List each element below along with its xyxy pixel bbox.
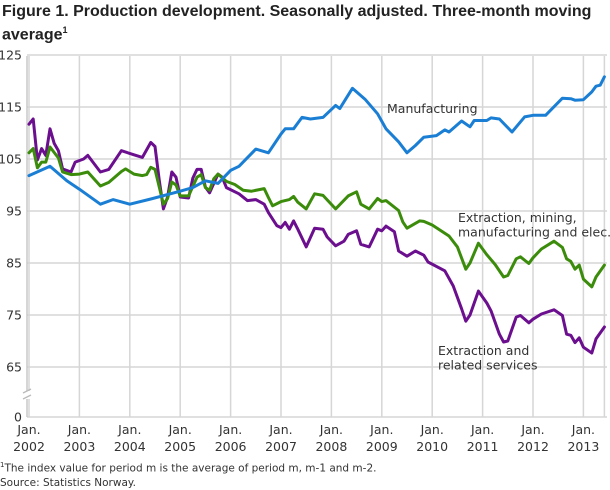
y-tick-label: 75 [6,308,22,323]
x-tick-label-year: 2011 [467,439,499,454]
x-tick-label-month: Jan. [520,422,544,437]
x-tick-label-month: Jan. [268,422,292,437]
series-lines [27,75,606,355]
series-line-0 [27,75,606,206]
x-tick-label-month: Jan. [369,422,393,437]
series-label-1-line-0: Extraction, mining, [458,210,577,225]
axis-break-gap [23,391,31,399]
y-tick-label: 65 [6,360,22,375]
footnote-text: The index value for period m is the aver… [4,462,377,475]
x-tick-label-year: 2008 [315,439,347,454]
x-tick-label-month: Jan. [420,422,444,437]
title-footnote-mark: 1 [62,25,68,35]
x-tick-label-year: 2006 [215,439,247,454]
x-tick-label-month: Jan. [168,422,192,437]
x-tick-label-year: 2002 [13,439,45,454]
series-label-manufacturing: Manufacturing [387,101,478,116]
x-tick-label-year: 2004 [114,439,146,454]
x-tick-label-year: 2003 [63,439,95,454]
series-label-2-line-0: Extraction and [438,343,529,358]
y-tick-label: 115 [0,100,22,115]
axis-break-icon [22,388,32,400]
x-tick-label-year: 2005 [164,439,196,454]
chart-title: Figure 1. Production development. Season… [2,2,608,44]
x-tick-label-year: 2010 [416,439,448,454]
x-tick-label-month: Jan. [470,422,494,437]
y-tick-label: 85 [6,256,22,271]
x-tick-label-month: Jan. [218,422,242,437]
footnote-mark: 1 [0,461,5,469]
x-tick-label-year: 2013 [567,439,599,454]
source-note: Source: Statistics Norway. [0,476,136,489]
y-tick-label: 95 [6,204,22,219]
series-line-1 [27,145,606,289]
x-tick-label-month: Jan. [16,422,40,437]
x-tick-label-year: 2009 [366,439,398,454]
y-tick-label: 105 [0,152,22,167]
series-line-2 [27,117,606,355]
x-tick-label-month: Jan. [117,422,141,437]
x-tick-label-year: 2012 [517,439,549,454]
y-axis-ticks: 125 115 105 95 85 75 65 0 [0,48,22,425]
gridlines [22,54,607,418]
series-label-2-line-1: related services [438,358,537,373]
footnote: 1The index value for period m is the ave… [0,458,376,476]
x-tick-label-year: 2007 [265,439,297,454]
series-label-1-line-1: manufacturing and elec. [458,225,610,240]
footnotes: 1The index value for period m is the ave… [0,458,376,490]
x-tick-label-month: Jan. [67,422,91,437]
y-tick-label: 0 [14,410,22,425]
y-tick-label: 125 [0,48,22,63]
x-axis-ticks: Jan. 2002 Jan. 2003 Jan. 2004 Jan. 2005 Jan. 2006… [13,422,599,454]
chart-title-text: Figure 1. Production development. Season… [2,3,592,44]
x-tick-label-month: Jan. [571,422,595,437]
series-labels: Manufacturing Extraction, mining,manufact… [387,101,610,373]
x-tick-label-month: Jan. [319,422,343,437]
